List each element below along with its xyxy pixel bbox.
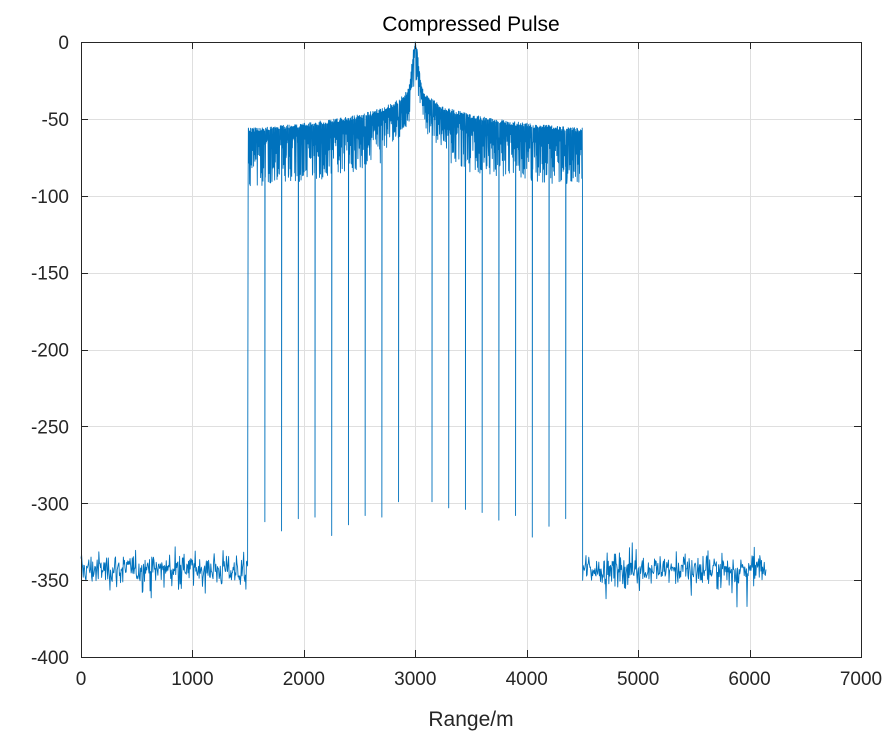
y-tick-label-6: -300 bbox=[31, 494, 69, 515]
x-tick-label-6: 6000 bbox=[728, 669, 770, 690]
y-tick-label-7: -350 bbox=[31, 571, 69, 592]
tick-labels: 0 1000 2000 3000 4000 5000 6000 7000 0 -50 -100 -15… bbox=[31, 33, 882, 690]
y-tick-label-2: -100 bbox=[31, 187, 69, 208]
y-tick-label-4: -200 bbox=[31, 341, 69, 362]
y-tick-label-0: 0 bbox=[58, 33, 69, 54]
axes bbox=[81, 42, 862, 658]
x-tick-label-7: 7000 bbox=[840, 669, 882, 690]
x-tick-label-2: 2000 bbox=[283, 669, 325, 690]
series-layer bbox=[80, 41, 767, 608]
x-tick-label-3: 3000 bbox=[394, 669, 436, 690]
chart-title: Compressed Pulse bbox=[382, 13, 559, 36]
y-tick-label-5: -250 bbox=[31, 417, 69, 438]
x-tick-label-1: 1000 bbox=[171, 669, 213, 690]
y-tick-label-1: -50 bbox=[42, 110, 69, 131]
x-tick-label-4: 4000 bbox=[506, 669, 548, 690]
x-tick-label-5: 5000 bbox=[617, 669, 659, 690]
x-tick-label-0: 0 bbox=[76, 669, 87, 690]
pulse-series-line bbox=[80, 41, 767, 608]
x-axis-label: Range/m bbox=[428, 708, 513, 731]
y-tick-label-3: -150 bbox=[31, 264, 69, 285]
y-tick-label-8: -400 bbox=[31, 648, 69, 669]
